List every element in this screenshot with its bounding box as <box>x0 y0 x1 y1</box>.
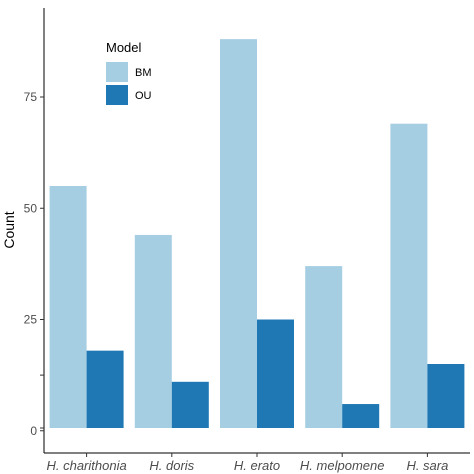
x-tick-label: H. erato <box>234 458 280 473</box>
x-tick-label: H. doris <box>149 458 194 473</box>
bar-bm-1 <box>134 234 172 428</box>
legend-title: Model <box>106 40 142 55</box>
y-axis-title: Count <box>1 211 17 248</box>
y-tick-label: 50 <box>24 201 38 215</box>
bar-bm-2 <box>220 39 257 429</box>
x-ticks: H. charithonia H. doris H. erato H. melpome… <box>46 453 448 473</box>
bar-ou-3 <box>342 404 380 428</box>
bar-ou-2 <box>257 319 294 428</box>
x-tick-label: H. sara <box>406 458 448 473</box>
y-tick-label: 0 <box>30 424 37 438</box>
legend-swatch-bm <box>106 62 128 82</box>
bar-bm-3 <box>305 266 343 428</box>
legend-label-bm: BM <box>135 67 152 79</box>
legend-label-ou: OU <box>135 90 152 102</box>
bar-bm-0 <box>49 186 87 428</box>
bar-ou-4 <box>427 364 465 428</box>
bars-layer <box>49 39 465 429</box>
x-tick-label: H. melpomene <box>300 458 385 473</box>
y-tick-label: 75 <box>24 90 38 104</box>
bar-ou-0 <box>86 350 124 428</box>
bar-ou-1 <box>171 381 209 428</box>
y-ticks: 0 25 50 75 <box>24 90 44 438</box>
legend-swatch-ou <box>106 85 128 105</box>
x-tick-label: H. charithonia <box>46 458 126 473</box>
bar-bm-4 <box>390 123 428 428</box>
y-tick-label: 25 <box>24 313 38 327</box>
legend: Model BM OU <box>106 40 152 105</box>
